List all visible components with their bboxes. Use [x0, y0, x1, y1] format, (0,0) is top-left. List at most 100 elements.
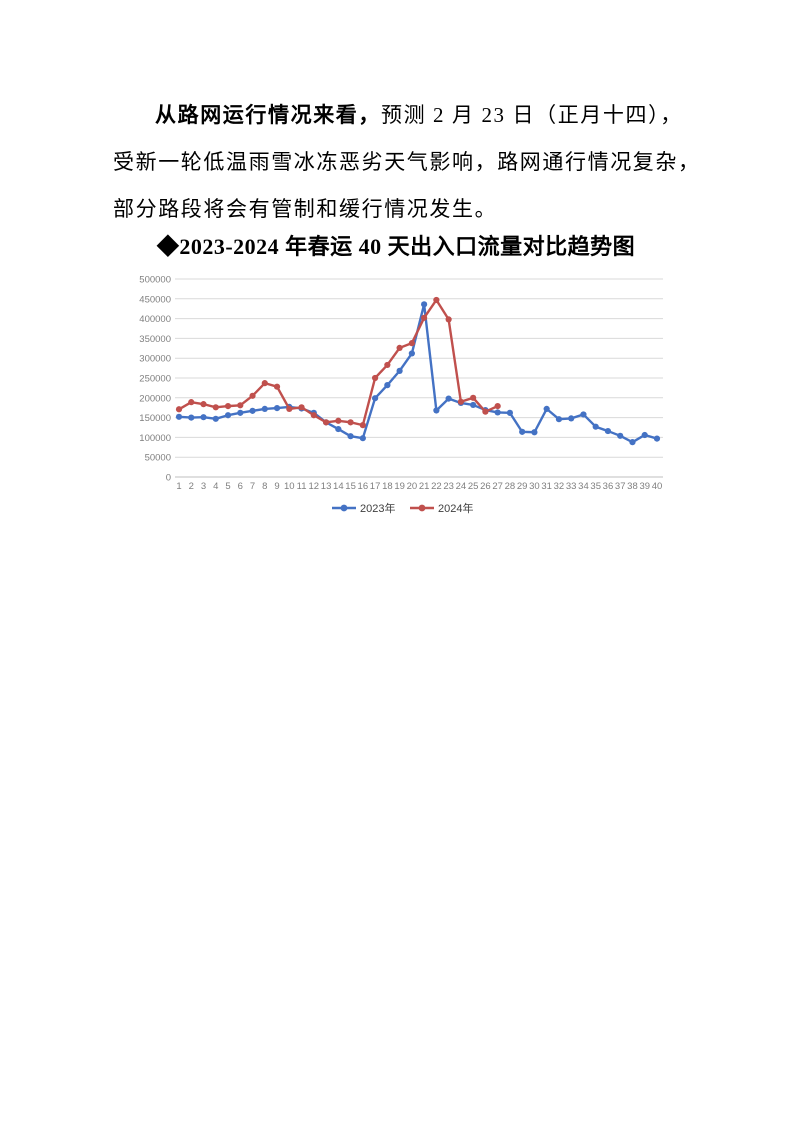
x-tick-label: 11 [297, 481, 307, 492]
x-tick-label: 24 [456, 481, 467, 492]
series-2023年-point [188, 414, 195, 421]
series-2023年-point [408, 350, 415, 357]
series-2023年-point [604, 427, 612, 435]
series-2024年-point [286, 405, 293, 412]
y-tick-label: 150000 [139, 413, 171, 424]
series-2024年-point [371, 374, 379, 382]
series-2024年-point [335, 417, 342, 424]
series-2023年-point [224, 412, 232, 419]
series-2023年-point [433, 407, 440, 414]
series-2024年-point [445, 316, 452, 323]
body-paragraph: 从路网运行情况来看，预测 2 月 23 日（正月十四）， 受新一轮低温雨雪冰冻恶… [113, 92, 701, 233]
y-tick-label: 500000 [139, 275, 171, 286]
series-2023年-point [555, 416, 563, 423]
x-tick-label: 37 [615, 481, 626, 492]
y-tick-label: 100000 [139, 433, 171, 444]
x-tick-label: 6 [238, 481, 243, 492]
x-tick-label: 34 [578, 481, 589, 492]
series-2024年-point [212, 404, 219, 411]
x-tick-label: 4 [213, 481, 218, 492]
x-tick-label: 32 [554, 481, 565, 492]
legend-2024年-marker [418, 504, 426, 512]
series-2024年-point [175, 406, 183, 413]
x-tick-label: 18 [382, 481, 393, 492]
x-tick-label: 29 [517, 481, 528, 492]
y-tick-label: 450000 [139, 294, 171, 305]
y-tick-label: 50000 [145, 453, 171, 464]
x-tick-label: 31 [541, 481, 552, 492]
x-tick-label: 25 [468, 481, 479, 492]
paragraph-line-3: 部分路段将会有管制和缓行情况发生。 [113, 197, 498, 221]
x-tick-label: 2 [189, 481, 194, 492]
series-2024年-point [359, 422, 366, 429]
x-tick-label: 3 [201, 481, 206, 492]
x-tick-label: 36 [603, 481, 614, 492]
series-2023年-point [519, 428, 526, 435]
series-2023年-point [580, 411, 587, 418]
series-2023年-point [335, 425, 342, 433]
x-tick-label: 10 [284, 481, 295, 492]
x-tick-label: 30 [529, 481, 540, 492]
series-2023年-line [178, 303, 658, 444]
x-tick-label: 21 [419, 481, 430, 492]
x-tick-label: 22 [431, 481, 442, 492]
series-2024年-point [261, 380, 268, 387]
x-tick-label: 5 [225, 481, 230, 492]
series-2023年-point [237, 409, 244, 416]
series-2024年-point [494, 403, 501, 410]
x-tick-label: 20 [407, 481, 418, 492]
series-2024年-point [347, 419, 354, 426]
x-tick-label: 38 [627, 481, 638, 492]
chart-title: ◆2023-2024 年春运 40 天出入口流量对比趋势图 [156, 234, 636, 259]
x-tick-label: 8 [262, 481, 267, 492]
x-tick-label: 27 [492, 481, 503, 492]
series-2023年-point [371, 395, 379, 402]
series-2024年-point [249, 392, 256, 399]
series-2023年-point [470, 401, 477, 409]
x-tick-label: 28 [505, 481, 516, 492]
legend-2023年-label: 2023年 [360, 501, 395, 515]
series-2023年-point [506, 409, 514, 416]
y-tick-label: 300000 [139, 354, 171, 365]
series-2023年-point [384, 382, 391, 389]
series-2023年-point [592, 423, 599, 430]
series-2024年-point [188, 399, 195, 406]
series-2023年-point [421, 301, 428, 308]
series-2024年-point [273, 383, 281, 390]
series-2024年-point [433, 296, 440, 304]
x-tick-label: 39 [639, 481, 650, 492]
x-tick-label: 17 [370, 481, 381, 492]
x-tick-label: 13 [321, 481, 332, 492]
series-2024年-point [200, 401, 207, 408]
x-tick-label: 7 [250, 481, 255, 492]
series-2024年-point [482, 408, 489, 415]
series-2024年-point [237, 402, 244, 409]
x-tick-label: 23 [443, 481, 454, 492]
series-2024年-point [470, 394, 477, 401]
x-tick-label: 14 [333, 481, 344, 492]
paragraph-lead-bold: 从路网运行情况来看， [155, 103, 381, 127]
paragraph-line-2: 受新一轮低温雨雪冰冻恶劣天气影响，路网通行情况复杂， [113, 150, 701, 174]
series-2024年-point [421, 314, 428, 321]
x-tick-label: 1 [176, 481, 181, 492]
series-2023年-point [212, 415, 219, 422]
series-2023年-point [653, 435, 661, 442]
x-tick-label: 12 [309, 481, 320, 492]
series-2023年-point [396, 367, 403, 374]
x-tick-label: 15 [345, 481, 356, 492]
legend-2024年-label: 2024年 [438, 501, 473, 515]
paragraph-line-1: 从路网运行情况来看，预测 2 月 23 日（正月十四）， [113, 92, 681, 139]
y-tick-label: 250000 [139, 374, 171, 385]
x-tick-label: 26 [480, 481, 491, 492]
trend-chart: 0 50000 100000 150000 200000 250000 300000 3500… [130, 268, 675, 523]
series-2023年-point [568, 415, 575, 422]
series-2024年-point [322, 419, 330, 426]
series-2023年-point [629, 439, 636, 446]
trend-chart-svg: 0500001000001500002000002500003000003500… [139, 275, 663, 515]
series-2023年-point [359, 435, 366, 442]
series-2023年-point [617, 432, 624, 439]
series-2023年-point [347, 433, 354, 440]
series-2024年-point [408, 340, 415, 347]
series-2023年-point [543, 405, 550, 412]
